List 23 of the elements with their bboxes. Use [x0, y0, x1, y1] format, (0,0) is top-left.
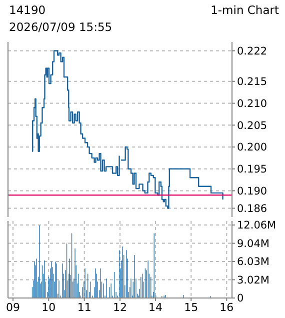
- x-tick-label: 12: [113, 300, 127, 314]
- y-tick-label: 6.03M: [237, 256, 270, 268]
- x-tick-label: 11: [77, 300, 92, 314]
- chart-title: 14190: [9, 3, 46, 17]
- y-tick-label: 0.222: [237, 45, 268, 58]
- y-tick-label: 9.04M: [237, 238, 270, 250]
- x-tick-label: 14: [148, 300, 163, 314]
- y-tick-label: 0.210: [237, 98, 268, 110]
- x-tick-label: 09: [6, 300, 20, 314]
- x-tick-label: 10: [42, 300, 56, 314]
- y-tick-label: 0.205: [237, 120, 268, 132]
- y-tick-label: 0.190: [237, 185, 268, 198]
- y-tick-label: 0.195: [237, 164, 268, 176]
- x-tick-label: 15: [184, 300, 198, 314]
- y-tick-label: 3.02M: [237, 274, 270, 286]
- text: 1-min Chart: [210, 3, 279, 17]
- y-tick-label: 0.200: [237, 142, 268, 154]
- x-tick-label: 16: [220, 300, 234, 314]
- y-tick-label: 0.186: [237, 202, 268, 215]
- y-tick-label: 0.215: [237, 76, 268, 88]
- chart-subtitle: 2026/07/09 15:55: [9, 20, 112, 34]
- y-tick-label: 0: [237, 292, 244, 305]
- y-tick-label: 12.06M: [237, 220, 276, 232]
